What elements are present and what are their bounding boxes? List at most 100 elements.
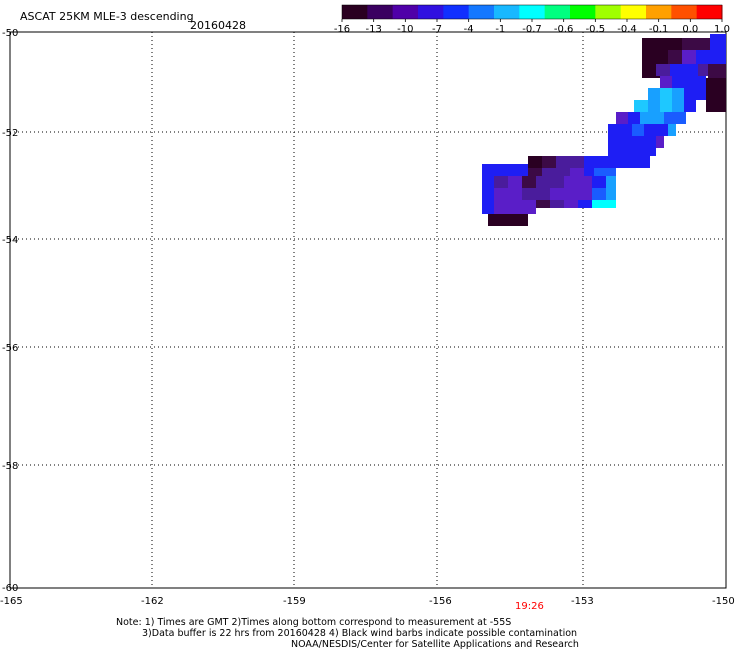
footer-note-1: Note: 1) Times are GMT 2)Times along bot… — [116, 617, 512, 628]
swath-cell — [584, 168, 594, 180]
colorbar-tick-label: -0.4 — [617, 24, 637, 35]
swath-cell — [522, 188, 536, 200]
map-date: 20160428 — [190, 19, 246, 32]
time-label: 19:26 — [515, 601, 544, 612]
lat-label: -58 — [2, 461, 18, 472]
swath-cell — [592, 200, 616, 208]
lat-label: -60 — [2, 583, 18, 594]
swath-cell — [648, 88, 660, 100]
lat-label: -52 — [2, 128, 18, 139]
swath-cell — [632, 148, 644, 156]
colorbar-swatch — [544, 5, 571, 19]
colorbar — [341, 4, 723, 20]
colorbar-tick-label: -7 — [432, 24, 442, 35]
swath-cell — [684, 100, 696, 112]
swath-cell — [660, 76, 672, 88]
swath-cell — [608, 124, 620, 136]
plot-frame — [9, 31, 727, 589]
swath-cell — [632, 136, 644, 148]
swath-cell — [640, 112, 652, 124]
swath-cell — [550, 188, 564, 200]
swath-cell — [564, 176, 578, 188]
swath-cell — [660, 100, 672, 112]
swath-cell — [488, 214, 528, 226]
colorbar-swatch — [519, 5, 546, 19]
swath-cell — [708, 64, 726, 78]
swath-cell — [536, 176, 550, 188]
colorbar-tick-label: 0.0 — [682, 24, 698, 35]
swath-cell — [606, 176, 616, 188]
colorbar-tick-label: -0.6 — [554, 24, 574, 35]
colorbar-swatch — [620, 5, 647, 19]
swath-cell — [710, 34, 726, 64]
swath-cell — [636, 156, 650, 168]
swath-cell — [672, 88, 684, 100]
swath-cell — [482, 176, 494, 188]
swath-cell — [578, 176, 592, 188]
colorbar-swatch — [392, 5, 419, 19]
lon-label: -153 — [571, 596, 594, 607]
swath-cell — [564, 200, 578, 208]
swath-cell — [656, 64, 670, 76]
lon-label: -159 — [283, 596, 306, 607]
swath-cell — [684, 64, 698, 76]
swath-cell — [570, 156, 584, 168]
swath-cell — [522, 200, 536, 214]
swath-cell — [628, 112, 640, 124]
colorbar-swatch — [443, 5, 470, 19]
swath-cell — [670, 64, 684, 76]
swath-cell — [696, 38, 710, 50]
colorbar-tick-label: -16 — [334, 24, 350, 35]
swath-cell — [564, 188, 578, 200]
colorbar-tick-label: 1.0 — [714, 24, 730, 35]
swath-cell — [620, 124, 632, 136]
swath-cell — [482, 200, 494, 214]
swath-cell — [620, 136, 632, 148]
swath-cell — [608, 136, 620, 148]
colorbar-tick-label: -4 — [464, 24, 474, 35]
colorbar-swatch — [418, 5, 444, 19]
swath-cell — [656, 136, 664, 148]
swath-cell — [508, 200, 522, 214]
swath-cell — [660, 88, 672, 100]
data-swath — [482, 34, 726, 226]
swath-cell — [696, 88, 706, 100]
colorbar-swatch — [367, 5, 394, 19]
swath-cell — [508, 176, 522, 188]
swath-cell — [684, 76, 696, 88]
swath-cell — [656, 124, 668, 136]
swath-cell — [644, 136, 656, 148]
swath-cell — [536, 200, 550, 208]
swath-cell — [482, 188, 494, 200]
colorbar-swatch — [494, 5, 520, 19]
colorbar-swatch — [646, 5, 672, 19]
footer-note-2: 3)Data buffer is 22 hrs from 20160428 4)… — [142, 628, 578, 639]
swath-cell — [494, 188, 508, 200]
lon-label: -156 — [429, 596, 452, 607]
swath-cell — [632, 124, 644, 136]
swath-cell — [668, 124, 676, 136]
swath-cell — [482, 164, 528, 176]
swath-cell — [672, 100, 684, 112]
colorbar-swatch — [342, 5, 368, 19]
swath-cell — [676, 112, 686, 124]
colorbar-swatch — [696, 5, 723, 19]
swath-cell — [620, 148, 632, 156]
swath-cell — [522, 176, 536, 188]
lat-label: -56 — [2, 343, 18, 354]
swath-cell — [608, 148, 620, 156]
swath-cell — [556, 156, 570, 168]
swath-cell — [668, 50, 682, 64]
swath-cell — [706, 78, 726, 112]
swath-cell — [508, 188, 522, 200]
colorbar-swatch — [570, 5, 596, 19]
swath-cell — [634, 100, 648, 112]
colorbar-tick-label: -0.1 — [649, 24, 669, 35]
lon-label: -165 — [0, 596, 23, 607]
colorbar-swatch — [671, 5, 698, 19]
colorbar-swatch — [468, 5, 495, 19]
swath-cell — [598, 156, 612, 168]
colorbar-swatch — [595, 5, 622, 19]
lon-label: -162 — [141, 596, 164, 607]
